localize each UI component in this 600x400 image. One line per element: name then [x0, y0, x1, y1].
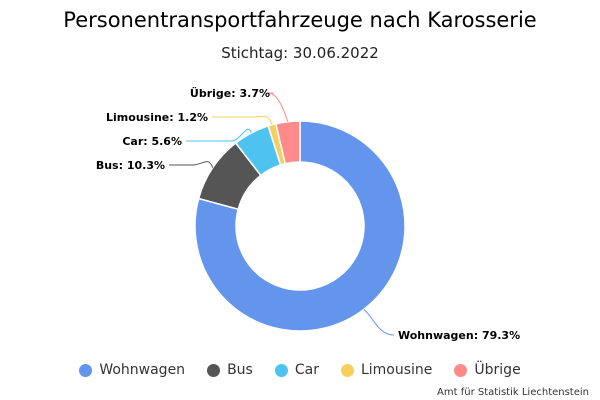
slice-uebrige[interactable]	[274, 120, 301, 165]
connector-uebrige	[267, 92, 289, 122]
legend-marker-uebrige	[454, 363, 468, 377]
legend-marker-bus	[207, 363, 221, 377]
legend-label-limousine: Limousine	[360, 362, 433, 378]
chart-title: Personentransportfahrzeuge nach Karosser…	[63, 8, 537, 32]
credits: Amt für Statistik Liechtenstein	[437, 387, 589, 398]
legend-label-uebrige: Übrige	[474, 362, 521, 378]
connector-car	[186, 128, 252, 142]
data-label-car: Car: 5.6%	[122, 135, 182, 148]
legend-marker-limousine	[340, 363, 354, 377]
data-label-bus: Bus: 10.3%	[96, 159, 165, 172]
legend-marker-wohnwagen	[79, 363, 93, 377]
legend-item-bus[interactable]: Bus	[207, 362, 253, 378]
slice-wohnwagen[interactable]	[194, 120, 406, 332]
legend-marker-car	[274, 363, 288, 377]
legend: Wohnwagen Bus Car Limousine Übrige	[0, 362, 600, 378]
legend-label-wohnwagen: Wohnwagen	[99, 362, 186, 378]
connector-limousine	[212, 115, 273, 125]
connector-wohnwagen	[363, 309, 395, 336]
legend-item-limousine[interactable]: Limousine	[340, 362, 433, 378]
legend-label-car: Car	[294, 362, 319, 378]
connector-bus	[169, 161, 214, 168]
data-label-limousine: Limousine: 1.2%	[106, 111, 208, 124]
data-label-uebrige: Übrige: 3.7%	[190, 86, 270, 100]
chart-subtitle: Stichtag: 30.06.2022	[221, 44, 379, 62]
legend-item-car[interactable]: Car	[274, 362, 319, 378]
legend-item-uebrige[interactable]: Übrige	[454, 362, 521, 378]
legend-item-wohnwagen[interactable]: Wohnwagen	[79, 362, 185, 378]
legend-label-bus: Bus	[227, 362, 253, 378]
data-label-wohnwagen: Wohnwagen: 79.3%	[398, 329, 520, 342]
